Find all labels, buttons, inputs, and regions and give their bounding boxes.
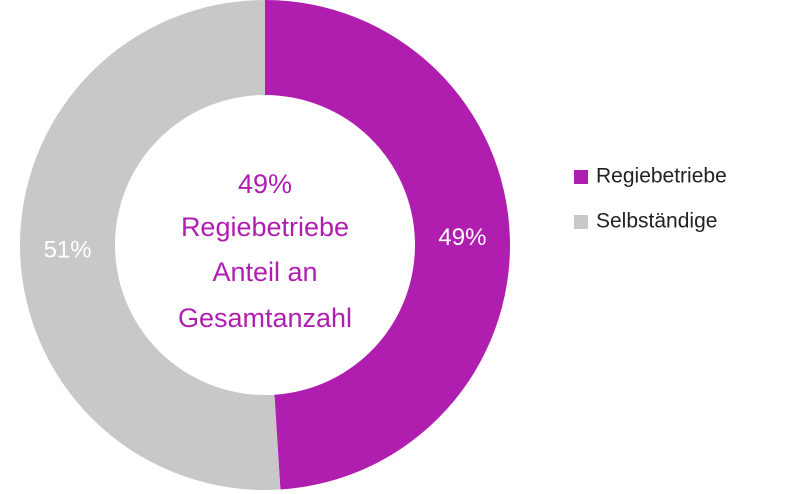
legend-label: Regiebetriebe xyxy=(596,165,727,188)
donut-segment xyxy=(265,0,510,490)
legend-label: Selbständige xyxy=(596,210,717,233)
center-text: Gesamtanzahl xyxy=(178,303,352,333)
center-text: Regiebetriebe xyxy=(181,212,349,242)
data-label: 49% xyxy=(438,224,486,251)
center-text: Anteil an xyxy=(212,257,317,287)
legend-swatch xyxy=(574,215,588,229)
data-label: 51% xyxy=(44,237,92,264)
donut-segment xyxy=(19,0,281,491)
legend-swatch xyxy=(574,170,588,184)
center-text: 49% xyxy=(238,169,292,199)
